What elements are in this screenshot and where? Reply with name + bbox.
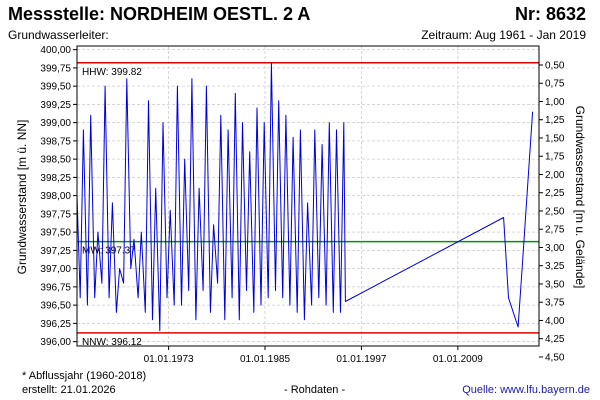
y2-tick-label: 3,50 <box>545 279 565 290</box>
created-date: erstellt: 21.01.2026 <box>22 384 116 396</box>
y-tick-label: 397,75 <box>40 209 71 220</box>
y2-tick-label: 1,00 <box>545 97 565 108</box>
source-link[interactable]: Quelle: www.lfu.bayern.de <box>462 384 590 396</box>
y-tick-label: 399,00 <box>40 118 71 129</box>
y-tick-label: 400,00 <box>40 45 71 56</box>
y2-tick-label: 0,50 <box>545 60 565 71</box>
y2-tick-label: 3,25 <box>545 261 565 272</box>
y2-tick-label: 2,75 <box>545 225 565 236</box>
y2-tick-label: 4,50 <box>545 352 565 363</box>
y2-tick-label: 0,75 <box>545 79 565 90</box>
y-tick-label: 396,25 <box>40 319 71 330</box>
y-tick-label: 396,00 <box>40 337 71 348</box>
y-tick-label: 398,75 <box>40 136 71 147</box>
data-mode: - Rohdaten - <box>284 384 346 396</box>
reference-label: NNW: 396.12 <box>82 337 142 348</box>
y2-tick-label: 1,50 <box>545 133 565 144</box>
axes: 396,00 396,25 396,50 396,75 397,00 397,25 397,… <box>40 45 564 365</box>
y-tick-label: 396,75 <box>40 282 71 293</box>
y-tick-label: 398,25 <box>40 173 71 184</box>
y-tick-label: 396,50 <box>40 301 71 312</box>
y-tick-label: 397,00 <box>40 264 71 275</box>
plot-frame <box>76 45 540 347</box>
y2-tick-label: 2,00 <box>545 170 565 181</box>
y-tick-label: 398,00 <box>40 191 71 202</box>
y-tick-label: 399,75 <box>40 63 71 74</box>
reference-label: HHW: 399.82 <box>82 67 142 78</box>
station-number: Nr: 8632 <box>514 4 586 24</box>
x-tick-label: 01.01.1997 <box>336 354 386 365</box>
y2-tick-label: 2,50 <box>545 206 565 217</box>
y2-tick-label: 4,00 <box>545 316 565 327</box>
aquifer-label: Grundwasserleiter: <box>8 28 109 42</box>
y2-axis-label: Grundwasserstand [m u. Gelände] <box>573 106 587 289</box>
y-tick-label: 399,50 <box>40 82 71 93</box>
reference-label: MW: 397.37 <box>82 246 136 257</box>
y-tick-label: 397,50 <box>40 228 71 239</box>
y2-tick-label: 2,25 <box>545 188 565 199</box>
x-tick-label: 01.01.1973 <box>144 354 194 365</box>
series-layer <box>76 62 534 332</box>
grid <box>77 46 539 346</box>
y2-tick-label: 3,75 <box>545 298 565 309</box>
footnote: * Abflussjahr (1960-2018) <box>22 370 147 382</box>
y-tick-label: 398,50 <box>40 155 71 166</box>
y2-tick-label: 3,00 <box>545 243 565 254</box>
y-axis-label: Grundwasserstand [m ü. NN] <box>15 120 29 275</box>
y2-tick-label: 1,75 <box>545 152 565 163</box>
y-tick-label: 397,25 <box>40 246 71 257</box>
period-label: Zeitraum: Aug 1961 - Jan 2019 <box>421 28 586 42</box>
station-title: Messstelle: NORDHEIM OESTL. 2 A <box>8 4 311 24</box>
x-tick-label: 01.01.1985 <box>240 354 290 365</box>
x-tick-label: 01.01.2009 <box>433 354 483 365</box>
y2-tick-label: 1,25 <box>545 115 565 126</box>
y-tick-label: 399,25 <box>40 100 71 111</box>
y2-tick-label: 4,25 <box>545 334 565 345</box>
series-line <box>76 62 534 332</box>
